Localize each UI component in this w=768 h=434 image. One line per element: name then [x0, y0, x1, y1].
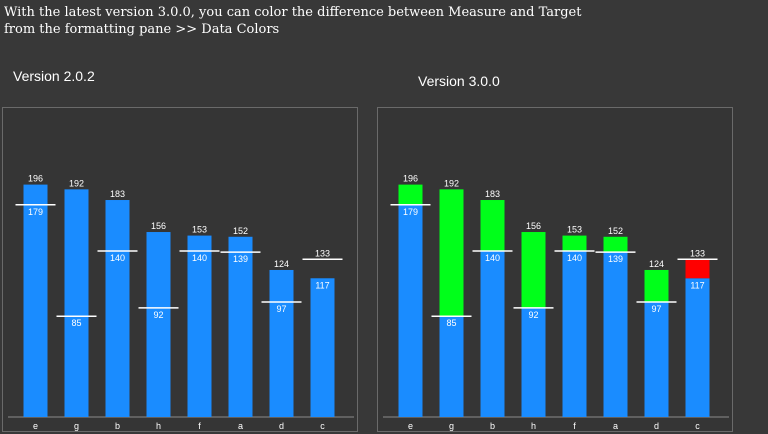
chart-panel-v202: 196 179 e 192 85 g 183 140 b 156 92 h 153 140 f 152 139 a… — [2, 107, 358, 432]
category-label-f: f — [198, 421, 201, 431]
category-label-g: g — [74, 421, 79, 431]
bar-b — [480, 251, 505, 417]
bar-e — [23, 184, 48, 417]
category-label-a: a — [613, 421, 618, 431]
measure-label-f: 153 — [192, 225, 207, 235]
difference-d — [644, 269, 669, 302]
measure-label-h: 156 — [151, 221, 166, 231]
bar-g — [439, 316, 464, 417]
caption-text: With the latest version 3.0.0, you can c… — [4, 5, 582, 37]
category-label-b: b — [115, 421, 120, 431]
bar-d — [269, 269, 294, 417]
measure-label-g: 192 — [69, 178, 84, 188]
measure-label-f: 153 — [567, 225, 582, 235]
target-label-g: 85 — [71, 318, 81, 328]
measure-label-e: 196 — [28, 174, 43, 184]
bar-d — [644, 301, 669, 417]
bar-h — [146, 232, 171, 417]
chart-svg-v202: 196 179 e 192 85 g 183 140 b 156 92 h 153 140 f 152 139 a… — [8, 174, 354, 431]
target-label-b: 140 — [110, 253, 125, 263]
bar-g — [64, 189, 89, 417]
target-label-e: 179 — [28, 207, 43, 217]
bar-e — [398, 204, 423, 417]
category-label-h: h — [156, 421, 161, 431]
target-label-d: 97 — [276, 304, 286, 314]
difference-b — [480, 200, 505, 251]
target-label-e: 179 — [403, 207, 418, 217]
measure-label-a: 152 — [233, 226, 248, 236]
bar-a — [228, 236, 253, 417]
chart-title-v202: Version 2.0.2 — [13, 68, 95, 84]
bar-c — [685, 278, 710, 417]
target-label-g: 85 — [446, 318, 456, 328]
difference-h — [521, 232, 546, 308]
category-label-h: h — [531, 421, 536, 431]
category-label-e: e — [408, 421, 413, 431]
category-label-g: g — [449, 421, 454, 431]
target-label-h: 92 — [528, 310, 538, 320]
category-label-d: d — [279, 421, 284, 431]
chart-title-v300: Version 3.0.0 — [418, 73, 500, 89]
difference-g — [439, 189, 464, 317]
measure-label-c: 117 — [315, 280, 329, 290]
category-label-c: c — [695, 421, 700, 431]
difference-a — [603, 236, 628, 253]
bar-h — [521, 307, 546, 417]
bar-f — [562, 251, 587, 417]
measure-label-e: 196 — [403, 174, 418, 184]
target-label-b: 140 — [485, 253, 500, 263]
bar-c — [310, 278, 335, 417]
target-label-a: 139 — [233, 254, 248, 264]
target-label-a: 139 — [608, 254, 623, 264]
target-label-f: 140 — [567, 253, 582, 263]
measure-label-c: 117 — [690, 280, 704, 290]
target-label-d: 97 — [651, 304, 661, 314]
measure-label-h: 156 — [526, 221, 541, 231]
target-label-h: 92 — [153, 310, 163, 320]
category-label-e: e — [33, 421, 38, 431]
difference-c — [685, 259, 710, 279]
category-label-b: b — [490, 421, 495, 431]
measure-label-b: 183 — [485, 189, 500, 199]
measure-label-a: 152 — [608, 226, 623, 236]
chart-panel-v300: 196 179 e 192 85 g 183 140 b 156 92 h 153 140 f 152 139 a… — [377, 107, 733, 432]
difference-e — [398, 184, 423, 205]
target-label-f: 140 — [192, 253, 207, 263]
category-label-c: c — [320, 421, 325, 431]
category-label-a: a — [238, 421, 243, 431]
bar-a — [603, 252, 628, 417]
category-label-f: f — [573, 421, 576, 431]
bar-f — [187, 235, 212, 417]
bar-b — [105, 200, 130, 417]
measure-label-d: 124 — [649, 259, 664, 269]
measure-label-b: 183 — [110, 189, 125, 199]
measure-label-d: 124 — [274, 259, 289, 269]
target-label-c: 133 — [315, 248, 330, 258]
chart-svg-v300: 196 179 e 192 85 g 183 140 b 156 92 h 153 140 f 152 139 a… — [383, 174, 729, 431]
measure-label-g: 192 — [444, 178, 459, 188]
difference-f — [562, 235, 587, 251]
target-label-c: 133 — [690, 248, 705, 258]
category-label-d: d — [654, 421, 659, 431]
